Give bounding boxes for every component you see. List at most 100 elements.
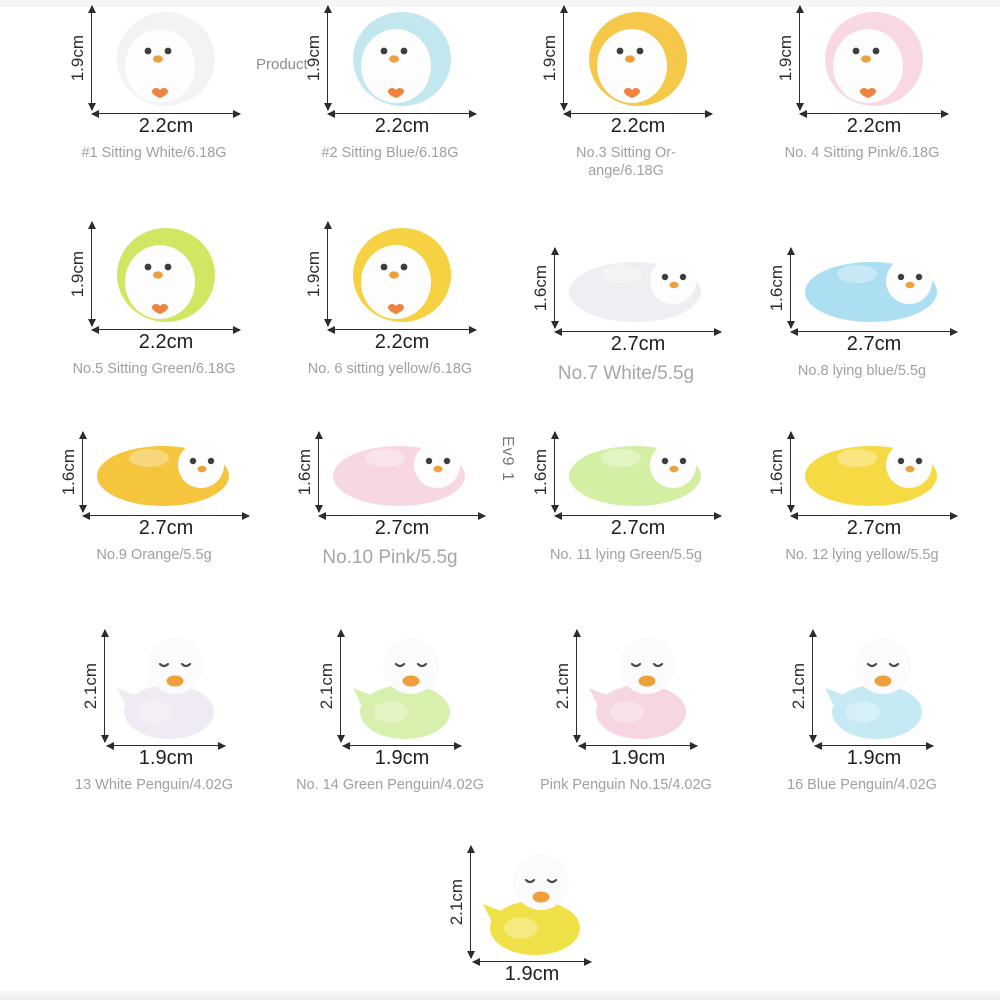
horizontal-arrow (107, 745, 225, 746)
penguin-face (144, 47, 172, 63)
figurine-image (341, 630, 463, 742)
width-dimension: 2.7cm (555, 515, 721, 540)
penguin-face (425, 457, 451, 473)
vertical-arrow (104, 630, 105, 742)
width-label: 2.2cm (610, 115, 666, 137)
height-label: 1.6cm (59, 448, 78, 496)
height-label: 1.6cm (531, 448, 550, 496)
figure-stack: 1.9cm (471, 846, 593, 986)
horizontal-arrow (564, 113, 712, 114)
figurine-image (799, 432, 949, 512)
figurine-image (109, 222, 223, 326)
figure-stack: 1.9cm (813, 630, 935, 770)
lying-penguin-graphic (333, 442, 465, 506)
penguin-face (380, 47, 408, 63)
height-label: 2.1cm (789, 662, 808, 710)
variant-row-5: 2.1cm (0, 846, 1000, 992)
height-dimension: 2.1cm (81, 630, 105, 742)
height-label: 1.6cm (295, 448, 314, 496)
penguin-body (569, 442, 701, 506)
height-label: 1.9cm (540, 34, 559, 82)
horizontal-arrow (791, 331, 957, 332)
height-label: 1.6cm (767, 264, 786, 312)
heart-icon (388, 88, 404, 98)
product-variant: 1.6cm (272, 432, 508, 570)
horizontal-arrow (319, 515, 485, 516)
figurine-image (563, 432, 713, 512)
width-dimension: 2.7cm (83, 515, 249, 540)
figure-with-dimensions: 1.6cm (59, 432, 249, 540)
heart-icon (152, 304, 168, 314)
width-label: 1.9cm (374, 747, 430, 769)
figurine-image (91, 432, 241, 512)
figure-stack: 1.9cm (341, 630, 463, 770)
duck-penguin-graphic (825, 638, 922, 739)
product-variant: 2.1cm (402, 846, 638, 992)
figure-stack: 2.2cm (800, 6, 948, 138)
height-dimension: 1.6cm (531, 432, 555, 512)
horizontal-arrow (83, 515, 249, 516)
width-dimension: 1.9cm (107, 745, 225, 770)
width-dimension: 1.9cm (815, 745, 933, 770)
sitting-penguin-graphic (353, 12, 451, 106)
figure-stack: 1.9cm (105, 630, 227, 770)
figure-stack: 2.7cm (791, 248, 957, 356)
variant-caption: No. 6 sitting yellow/6.18G (307, 361, 473, 377)
width-dimension: 2.7cm (319, 515, 485, 540)
penguin-face (189, 457, 215, 473)
horizontal-arrow (800, 113, 948, 114)
sitting-penguin-graphic (589, 12, 687, 106)
figure-stack: 2.2cm (328, 6, 476, 138)
variant-caption: No. 4 Sitting Pink/6.18G (784, 145, 940, 161)
bottom-band (0, 990, 1000, 1000)
height-dimension: 2.1cm (789, 630, 813, 742)
figurine-image (105, 630, 227, 742)
duck-head (513, 854, 569, 910)
variant-caption: No.3 Sitting Or- ange/6.18G (576, 145, 676, 180)
figurine-image (345, 6, 459, 110)
width-label: 2.2cm (138, 331, 194, 353)
height-dimension: 1.6cm (59, 432, 83, 512)
product-variant: 1.6cm (508, 432, 744, 570)
variant-caption: 16 Blue Penguin/4.02G (787, 777, 937, 793)
horizontal-arrow (92, 329, 240, 330)
product-variant: 2.1cm (272, 630, 508, 794)
height-label: 1.9cm (68, 250, 87, 298)
duck-penguin-graphic (483, 854, 580, 955)
width-dimension: 1.9cm (473, 961, 591, 986)
figure-with-dimensions: 1.9cm (68, 6, 240, 138)
figure-with-dimensions: 2.1cm (317, 630, 463, 770)
variant-row-1: 1.9cm (0, 6, 1000, 180)
product-variant: 1.6cm (36, 432, 272, 570)
figure-with-dimensions: 1.6cm (767, 432, 957, 540)
horizontal-arrow (815, 745, 933, 746)
duck-head (147, 638, 203, 694)
sitting-penguin-graphic (353, 228, 451, 322)
width-dimension: 2.7cm (555, 331, 721, 356)
height-label: 2.1cm (447, 878, 466, 926)
product-variant: 1.9cm (272, 222, 508, 386)
figurine-image (471, 846, 593, 958)
height-dimension: 1.9cm (304, 6, 328, 110)
figure-with-dimensions: 1.9cm (68, 222, 240, 354)
height-dimension: 1.9cm (776, 6, 800, 110)
horizontal-arrow (328, 113, 476, 114)
figure-with-dimensions: 1.9cm (304, 6, 476, 138)
figurine-image (799, 248, 949, 328)
figurine-image (813, 630, 935, 742)
product-variant: 1.9cm (744, 6, 980, 180)
vertical-arrow (82, 432, 83, 512)
watermark-ev: Ev9 1 (499, 436, 516, 482)
variant-caption: No.8 lying blue/5.5g (797, 363, 927, 379)
height-dimension: 1.6cm (531, 248, 555, 328)
vertical-arrow (812, 630, 813, 742)
width-label: 2.7cm (610, 517, 666, 539)
figurine-image (817, 6, 931, 110)
duck-penguin-graphic (589, 638, 686, 739)
figure-stack: 1.9cm (577, 630, 699, 770)
vertical-arrow (340, 630, 341, 742)
duck-head (619, 638, 675, 694)
height-dimension: 2.1cm (553, 630, 577, 742)
variant-caption: No. 14 Green Penguin/4.02G (296, 777, 484, 793)
product-variant: 1.9cm (272, 6, 508, 180)
